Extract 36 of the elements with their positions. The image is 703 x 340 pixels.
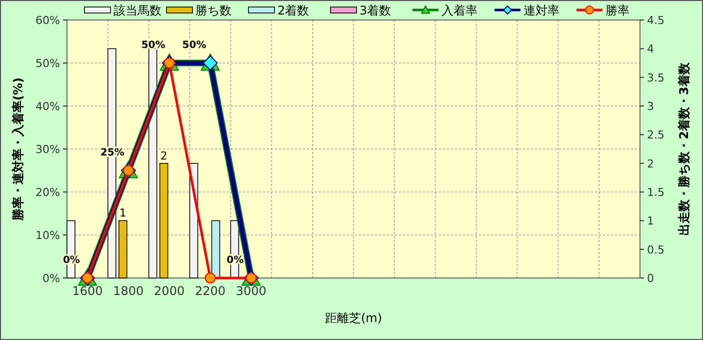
y-tick-label: 0% bbox=[42, 272, 60, 285]
y2-tick-label: 2 bbox=[647, 157, 654, 170]
x-tick-label: 2200 bbox=[194, 284, 226, 298]
data-label: 1 bbox=[119, 206, 126, 220]
y2-tick-label: 0.5 bbox=[647, 243, 664, 256]
x-tick-label: 1600 bbox=[72, 284, 103, 298]
x-tick-label: 1800 bbox=[113, 284, 144, 298]
y-tick-label: 20% bbox=[36, 186, 60, 199]
legend-label: 該当馬数 bbox=[114, 4, 162, 18]
y2-tick-label: 1 bbox=[647, 214, 654, 228]
legend-label: 入着率 bbox=[442, 4, 478, 18]
y-axis-title: 勝率・連対率・入着率(%) bbox=[11, 78, 25, 222]
data-label: 50% bbox=[141, 40, 166, 51]
data-label: 50% bbox=[182, 40, 206, 51]
y-tick-label: 10% bbox=[36, 229, 60, 242]
x-tick-label: 2000 bbox=[154, 284, 185, 298]
y2-tick-label: 3.5 bbox=[647, 71, 664, 84]
y2-tick-label: 2.5 bbox=[647, 128, 664, 142]
legend-label: 2着数 bbox=[278, 4, 310, 18]
legend-label: 勝率 bbox=[606, 4, 630, 18]
y2-axis-title: 出走数・勝ち数・2着数・3着数 bbox=[677, 62, 691, 236]
y2-tick-label: 4 bbox=[647, 42, 654, 56]
y2-tick-label: 3 bbox=[647, 100, 654, 113]
legend-label: 3着数 bbox=[360, 4, 392, 18]
y-tick-label: 40% bbox=[36, 100, 60, 113]
y2-tick-label: 0 bbox=[647, 272, 654, 285]
data-label: 2 bbox=[160, 149, 168, 162]
y-tick-label: 30% bbox=[36, 143, 60, 156]
y-tick-label: 60% bbox=[36, 14, 60, 27]
y2-tick-label: 4.5 bbox=[647, 14, 664, 27]
y-tick-label: 50% bbox=[36, 57, 60, 70]
y2-tick-label: 1.5 bbox=[647, 186, 664, 199]
x-tick-label: 3000 bbox=[236, 284, 266, 298]
x-axis-title: 距離芝(m) bbox=[324, 311, 382, 325]
legend-label: 勝ち数 bbox=[196, 4, 232, 18]
legend-label: 連対率 bbox=[524, 4, 560, 18]
